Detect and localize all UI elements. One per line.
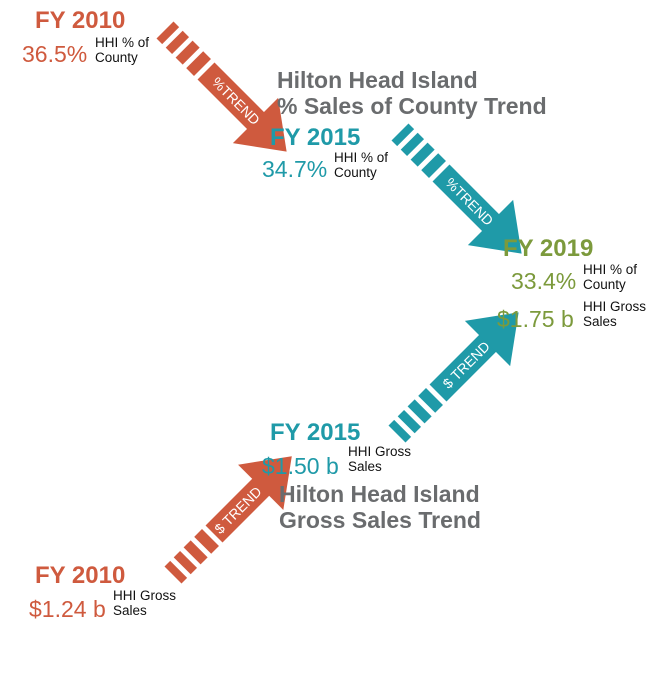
pct-2019-label-line2: County — [583, 277, 626, 292]
pct-2015-label-line1: HHI % of — [334, 150, 389, 165]
pct-2019-value: 33.4% — [511, 268, 577, 294]
sales-trend-arrow-2015-2019: $ TREND — [388, 312, 519, 443]
pct-2010-year: FY 2010 — [35, 7, 126, 34]
pct-chart-title-line1: Hilton Head Island — [277, 67, 478, 93]
sales-2019-label-line1: HHI Gross — [583, 299, 647, 314]
sales-2010-year: FY 2010 — [35, 562, 126, 589]
pct-trend-arrow-label-1: %TREND — [209, 74, 263, 128]
sales-2019-label-line2: Sales — [583, 314, 617, 329]
sales-chart-title-line1: Hilton Head Island — [279, 481, 480, 507]
sales-2010-label: HHI Gross Sales — [113, 588, 176, 618]
pct-chart-title-line2: % Sales of County Trend — [277, 93, 547, 119]
pct-2019-label: HHI % of County — [583, 262, 637, 292]
pct-2015-year: FY 2015 — [270, 124, 361, 151]
sales-2010-value: $1.24 b — [29, 596, 106, 622]
pct-2019-year: FY 2019 — [503, 235, 594, 262]
sales-2010-label-line2: Sales — [113, 603, 147, 618]
pct-2010-label-line1: HHI % of — [95, 35, 150, 50]
pct-chart-title: Hilton Head Island % Sales of County Tre… — [277, 67, 547, 119]
sales-2015-label: HHI Gross Sales — [348, 444, 411, 474]
pct-2015-label: HHI % of County — [334, 150, 388, 180]
sales-2019-label: HHI Gross Sales — [583, 299, 646, 329]
pct-2010-label: HHI % of County — [95, 35, 149, 65]
pct-2015-label-line2: County — [334, 165, 377, 180]
pct-trend-arrow-label-2: %TREND — [442, 174, 496, 228]
sales-2015-value: $1.50 b — [262, 453, 339, 479]
sales-trend-arrow-label-2: $ TREND — [439, 338, 492, 391]
sales-2019-value: $1.75 b — [497, 306, 574, 332]
sales-chart-title: Hilton Head Island Gross Sales Trend — [279, 481, 481, 533]
sales-2010-label-line1: HHI Gross — [113, 588, 177, 603]
sales-chart-title-line2: Gross Sales Trend — [279, 507, 481, 533]
sales-2015-label-line1: HHI Gross — [348, 444, 412, 459]
sales-trend-arrow-label-1: $ TREND — [211, 483, 264, 536]
sales-2015-year: FY 2015 — [270, 419, 361, 446]
pct-2010-value: 36.5% — [22, 41, 88, 67]
sales-2015-label-line2: Sales — [348, 459, 382, 474]
pct-2019-label-line1: HHI % of — [583, 262, 638, 277]
pct-2010-label-line2: County — [95, 50, 138, 65]
pct-2015-value: 34.7% — [262, 156, 328, 182]
